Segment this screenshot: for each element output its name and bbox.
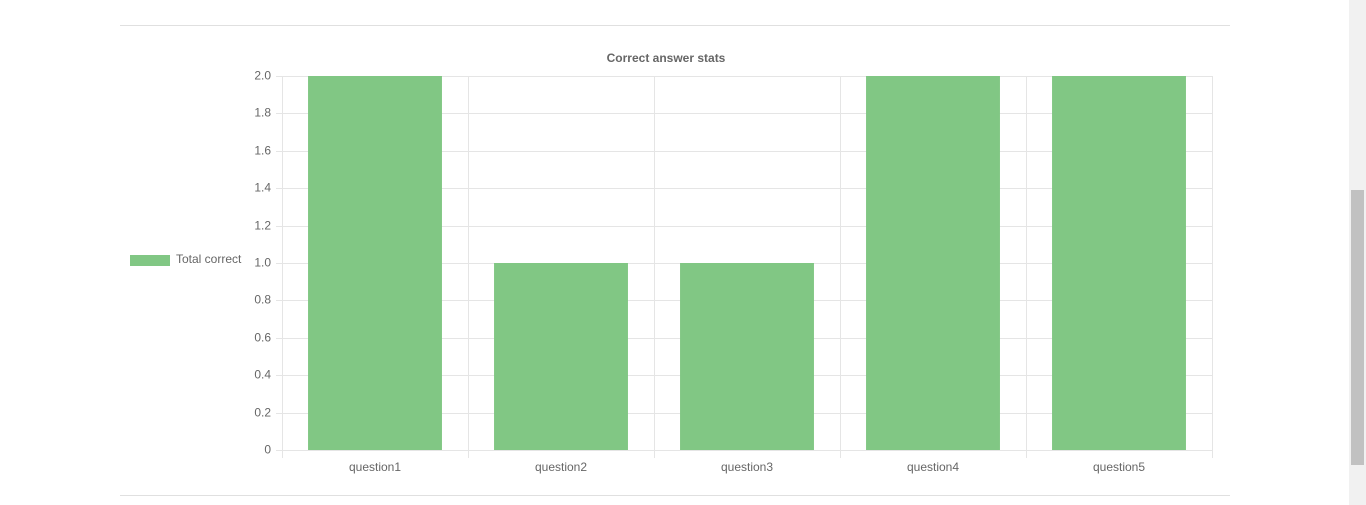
bar	[680, 263, 814, 450]
chart-title: Correct answer stats	[607, 51, 726, 65]
legend-swatch	[130, 255, 170, 266]
x-tick-label: question2	[535, 460, 587, 474]
bar	[1052, 76, 1186, 450]
y-tick-label: 0.8	[254, 293, 271, 307]
bar	[866, 76, 1000, 450]
y-tick-label: 1.0	[254, 256, 271, 270]
y-tick-label: 1.8	[254, 106, 271, 120]
y-tick-label: 2.0	[254, 69, 271, 83]
y-tick-label: 1.6	[254, 144, 271, 158]
y-tick-label: 0	[264, 443, 271, 457]
x-tick-label: question3	[721, 460, 773, 474]
x-tick-label: question5	[1093, 460, 1145, 474]
bar	[494, 263, 628, 450]
y-tick-label: 0.2	[254, 406, 271, 420]
legend-label: Total correct	[176, 252, 242, 266]
y-tick-label: 0.6	[254, 331, 271, 345]
scrollbar-thumb[interactable]	[1351, 190, 1364, 465]
x-tick-label: question1	[349, 460, 401, 474]
y-tick-label: 0.4	[254, 368, 271, 382]
y-tick-label: 1.4	[254, 181, 271, 195]
y-tick-label: 1.2	[254, 219, 271, 233]
x-tick-label: question4	[907, 460, 959, 474]
bar	[308, 76, 442, 450]
